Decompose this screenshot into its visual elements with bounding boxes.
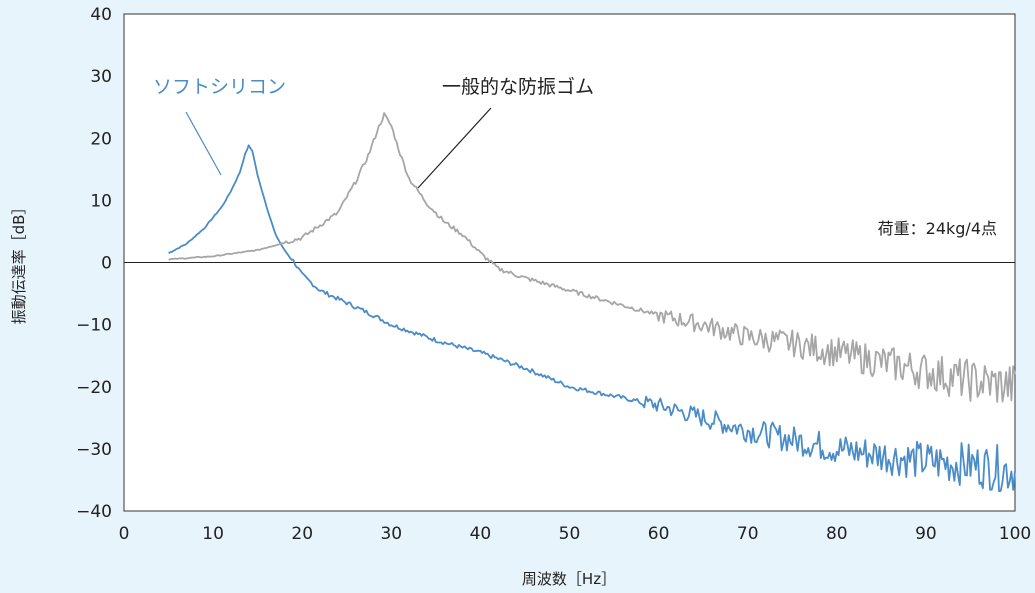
y-tick-label: 20 [90,129,112,149]
x-tick-label: 40 [470,524,492,544]
y-tick-label: −10 [76,316,112,336]
x-axis-title: 周波数［Hz］ [522,570,616,588]
y-tick-label: −30 [76,440,112,460]
series-line-1 [168,112,1016,403]
x-tick-label: 90 [915,524,937,544]
leader-line-rubber [417,107,492,189]
y-tick-label: 10 [90,191,112,211]
x-tick-label: 100 [999,524,1031,544]
x-tick-label: 10 [202,524,224,544]
x-tick-label: 80 [826,524,848,544]
series-line-0 [168,144,1016,492]
annotation-load: 荷重：24kg/4点 [878,219,997,238]
y-tick-label: −20 [76,378,112,398]
y-tick-label: 30 [90,67,112,87]
x-tick-label: 30 [380,524,402,544]
y-tick-label: 0 [101,254,112,274]
x-tick-label: 0 [119,524,130,544]
series-lines [168,112,1016,492]
x-tick-label: 50 [559,524,581,544]
x-tick-label: 60 [648,524,670,544]
leader-line-soft-silicone [185,111,222,176]
series-labels: ソフトシリコン 一般的な防振ゴム [153,76,594,189]
x-tick-label: 70 [737,524,759,544]
series-label-soft-silicone: ソフトシリコン [153,76,286,98]
x-axis-ticks: 0 10 20 30 40 50 60 70 80 90 100 [119,524,1032,544]
y-tick-label: −40 [76,502,112,522]
y-axis-title: 振動伝達率［dB］ [10,200,28,325]
x-tick-label: 20 [291,524,313,544]
y-axis-ticks: 40 30 20 10 0 −10 −20 −30 −40 [76,5,112,522]
y-tick-label: 40 [90,5,112,25]
series-label-rubber: 一般的な防振ゴム [442,76,594,98]
